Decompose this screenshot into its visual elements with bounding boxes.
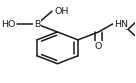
Text: B: B <box>34 20 40 29</box>
Text: HN: HN <box>114 20 128 29</box>
Text: OH: OH <box>54 7 69 16</box>
Text: HO: HO <box>1 20 15 29</box>
Text: O: O <box>95 42 102 51</box>
